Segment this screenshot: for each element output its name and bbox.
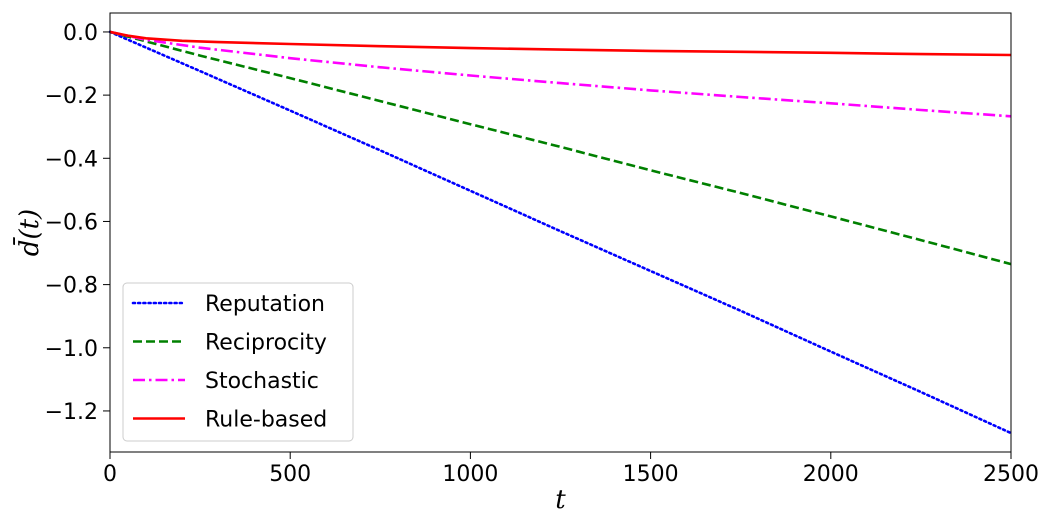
y-tick-label: −0.8 [45, 274, 98, 299]
x-tick-label: 1000 [442, 462, 498, 487]
x-axis-label: t [555, 485, 566, 515]
legend-label: Reciprocity [205, 331, 327, 356]
y-tick-label: −0.6 [45, 210, 98, 235]
x-tick-label: 2000 [803, 462, 859, 487]
series-line-stochastic [109, 30, 1012, 118]
y-tick-label: −1.0 [45, 337, 98, 362]
legend-label: Reputation [205, 292, 325, 317]
x-tick-label: 2500 [983, 462, 1039, 487]
y-tick-label: −0.4 [45, 147, 98, 172]
x-tick-label: 0 [103, 462, 117, 487]
series-line-rule-based [109, 30, 1012, 57]
y-axis-label: d̄(t) [12, 209, 45, 256]
x-axis: 0 500 1000 1500 2000 2500 [103, 452, 1039, 487]
plot-area [108, 30, 1013, 435]
series-line-reputation [108, 30, 1013, 435]
y-tick-label: −1.2 [45, 400, 98, 425]
x-tick-label: 1500 [623, 462, 679, 487]
legend-label: Rule-based [205, 408, 327, 433]
legend-box [122, 282, 354, 442]
y-axis: 0.0 −0.2 −0.4 −0.6 −0.8 −1.0 −1.2 [45, 21, 110, 425]
y-tick-label: −0.2 [45, 84, 98, 109]
plot-frame [109, 12, 1012, 453]
series-line-reciprocity [109, 30, 1012, 266]
y-tick-label: 0.0 [63, 21, 98, 46]
legend: Reputation Reciprocity Stochastic Rule-base… [122, 282, 354, 442]
legend-label: Stochastic [205, 369, 319, 394]
x-tick-label: 500 [269, 462, 311, 487]
